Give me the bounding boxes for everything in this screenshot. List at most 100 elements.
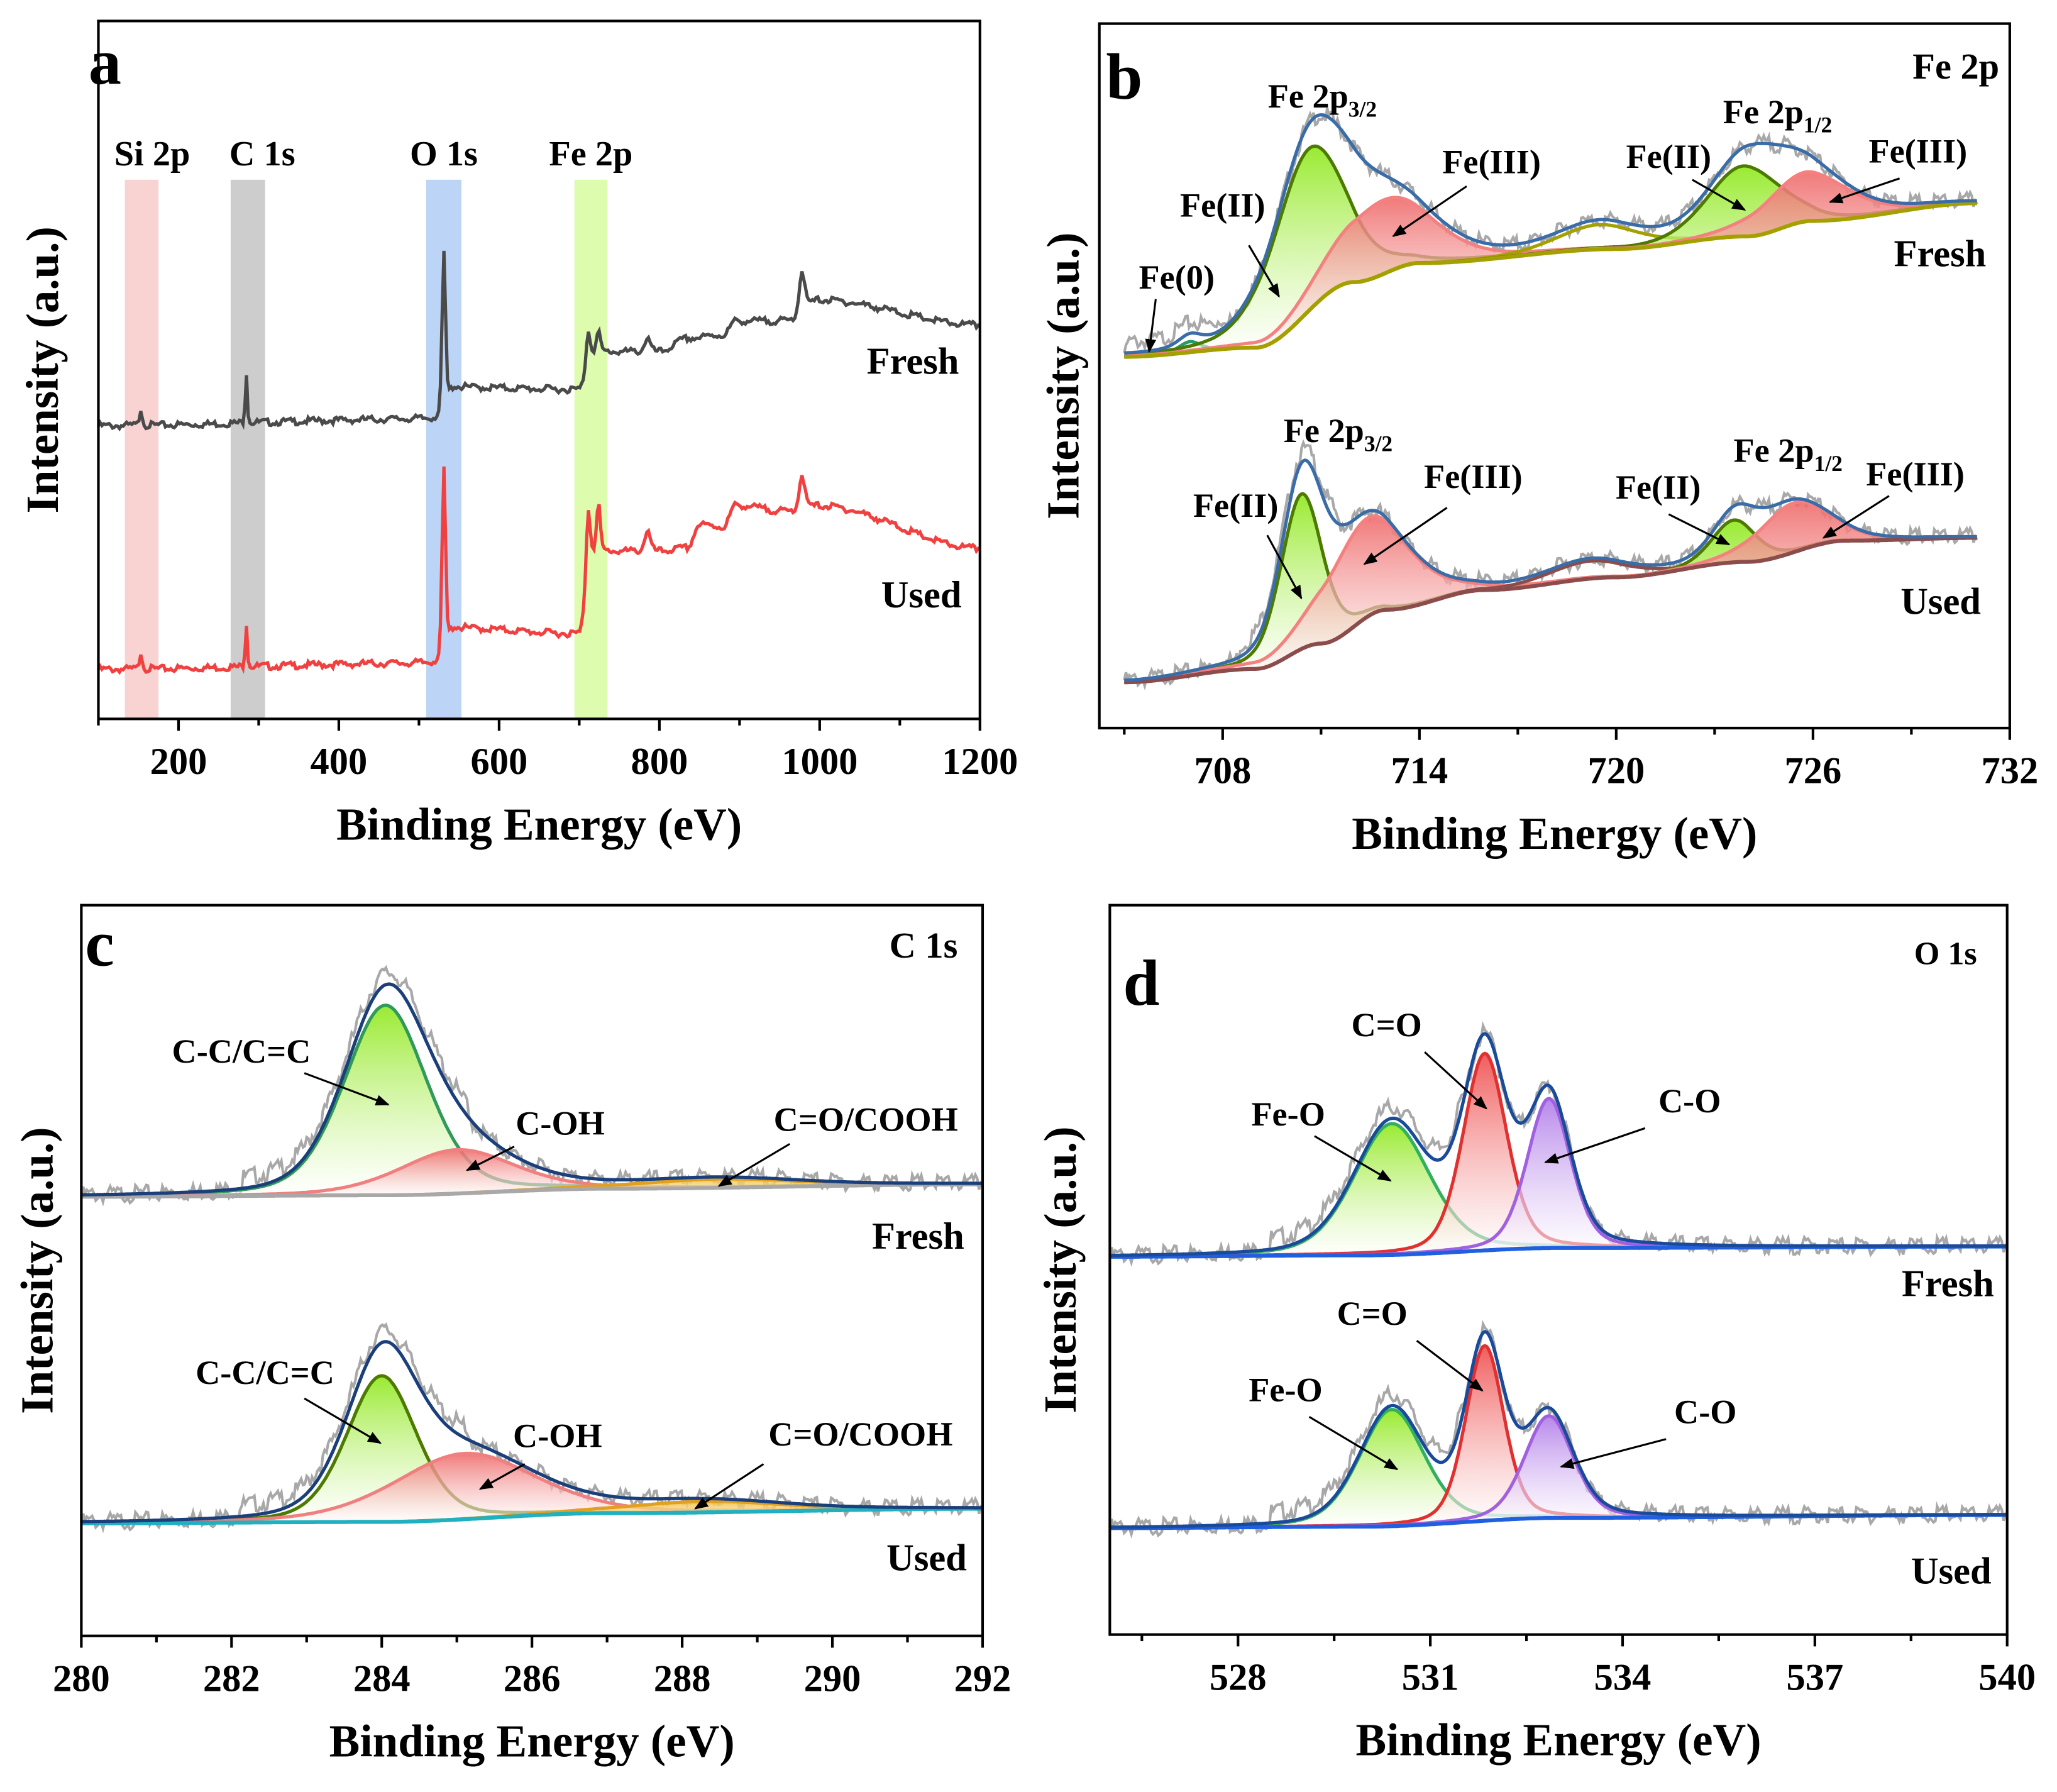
plot-frame (80, 904, 984, 1637)
raw-data-line (80, 965, 984, 1207)
annotation-arrow (1416, 1340, 1484, 1391)
plot-frame (1098, 22, 2011, 730)
peak-group-label: Fe 2p1/2 (1723, 93, 1832, 138)
annotation-arrow (1668, 513, 1731, 546)
component-fill (81, 1501, 983, 1524)
envelope-line (1124, 113, 1977, 355)
annotation-arrow (694, 1463, 764, 1510)
x-tick-label: 290 (804, 1657, 861, 1700)
envelope-line (81, 982, 983, 1197)
subscript: 3/2 (1348, 97, 1377, 122)
component-label: C=O (1352, 1006, 1422, 1044)
component-label: C=O/COOH (774, 1100, 958, 1138)
component-fill (1110, 1415, 2007, 1529)
x-axis-title: Binding Energy (eV) (1352, 808, 1757, 859)
x-tick-label: 288 (654, 1657, 711, 1700)
annotation-arrow (1308, 1415, 1399, 1471)
envelope-line (1110, 1330, 2007, 1529)
peak-group-label: Fe 2p1/2 (1734, 431, 1843, 476)
annotation-arrow (1392, 185, 1467, 237)
x-tick-label: 800 (631, 741, 688, 783)
panel-c: C-C/C=C C-OH C=O/COOH Fresh C-C/C=C C-OH C=O/C… (11, 904, 1012, 1767)
survey-line (97, 466, 981, 675)
component-label: C-C/C=C (196, 1354, 334, 1391)
subscript: 1/2 (1814, 451, 1843, 476)
component-label: Fe(II) (1180, 186, 1266, 224)
x-tick-label: 528 (1210, 1656, 1267, 1698)
spectrum-used: C-C/C=C C-OH C=O/COOH Used (80, 1322, 984, 1579)
annotation-arrow (1314, 1135, 1392, 1182)
annotation-arrow (465, 1146, 515, 1171)
x-tick-label: 292 (954, 1657, 1012, 1700)
component-label: C-C/C=C (172, 1032, 311, 1070)
component-fill (81, 1179, 983, 1197)
component-fill (1110, 1123, 2007, 1257)
sample-label: Used (886, 1537, 967, 1579)
annotation-arrow (1692, 179, 1746, 211)
x-tick-label: 537 (1786, 1656, 1843, 1698)
annotation-arrow (304, 1072, 390, 1106)
x-tick-label: 200 (150, 741, 207, 783)
background-line (81, 1507, 983, 1525)
y-axis-title: Intensity (a.u.) (11, 1127, 62, 1413)
x-axis-title: Binding Energy (eV) (329, 1716, 735, 1767)
spectrum-fresh: Fresh (97, 250, 981, 432)
x-tick-label: 600 (471, 741, 528, 783)
annotation-arrow (1248, 245, 1280, 298)
sample-label: Fresh (867, 341, 959, 383)
component-label: Fe(II) (1193, 487, 1279, 524)
component-label: Fe(III) (1442, 143, 1541, 180)
annotation-arrow (304, 1397, 382, 1444)
component-fill (1110, 1098, 2007, 1257)
component-label: C-OH (513, 1417, 602, 1454)
subscript: 1/2 (1804, 113, 1832, 138)
annotation-arrow (1828, 177, 1900, 204)
sample-label: Used (1911, 1550, 1992, 1592)
survey-line (97, 250, 981, 432)
sample-label: Used (881, 574, 962, 616)
subscript: 3/2 (1364, 431, 1392, 456)
background-line (81, 1182, 983, 1199)
component-fill (1124, 172, 1977, 357)
spectrum-used: Fe-O C=O C-O Used (1108, 1295, 2009, 1592)
spectrum-used: Used (97, 466, 981, 675)
x-tick-label: 726 (1784, 750, 1841, 792)
component-label: Fe(II) (1616, 468, 1701, 506)
component-label: Fe-O (1249, 1371, 1322, 1408)
component-label: C-O (1674, 1393, 1736, 1431)
annotation-arrow (1822, 495, 1890, 539)
component-label: Fe(III) (1866, 455, 1965, 493)
y-axis-title: Intensity (a.u.) (1035, 1126, 1086, 1413)
band-label: Fe 2p (549, 135, 632, 174)
band-label: Si 2p (114, 135, 190, 174)
envelope-line (1110, 1032, 2007, 1258)
envelope-line (81, 1340, 983, 1524)
component-label: C=O/COOH (768, 1415, 952, 1453)
panel-b: Fe(0)Fe(II)Fe(III) Fe(II) Fe(III)Fe 2p3/2 F… (1037, 22, 2038, 859)
spectrum-fresh: C-C/C=C C-OH C=O/COOH Fresh (80, 965, 984, 1258)
peak-group-label: Fe 2p3/2 (1268, 77, 1377, 122)
annotation-arrow (1145, 299, 1157, 353)
sample-label: Used (1900, 580, 1981, 622)
plot-frame (1108, 904, 2009, 1636)
annotation-arrow (1424, 1051, 1487, 1110)
x-tick-label: 540 (1978, 1656, 2036, 1698)
x-tick-label: 280 (53, 1657, 110, 1700)
panel-d: Fe-O C=O C-O Fresh Fe-O C=O C-O Used 528 531 534 53… (1035, 904, 2036, 1766)
x-axis-title: Binding Energy (eV) (1355, 1715, 1761, 1766)
component-label: Fe(III) (1424, 458, 1523, 495)
sample-label: Fresh (1894, 233, 1987, 275)
spectrum-fresh: Fe(0) Fe(II) Fe(III) Fe(II) Fe(III) Fe 2p3/2 F… (1123, 77, 1987, 359)
panel-letter: b (1106, 40, 1142, 113)
panel-title: Fe 2p (1912, 46, 1999, 87)
component-label: Fe(0) (1139, 258, 1215, 296)
band-si-2p (124, 179, 159, 719)
band-label: C 1s (229, 135, 295, 174)
spectrum-fresh: Fe-O C=O C-O Fresh (1108, 1006, 2009, 1305)
component-fill (81, 1453, 983, 1524)
x-tick-label: 400 (311, 741, 368, 783)
envelope-line (1124, 458, 1977, 682)
x-tick-label: 284 (353, 1657, 411, 1700)
panel-letter: c (85, 907, 114, 980)
